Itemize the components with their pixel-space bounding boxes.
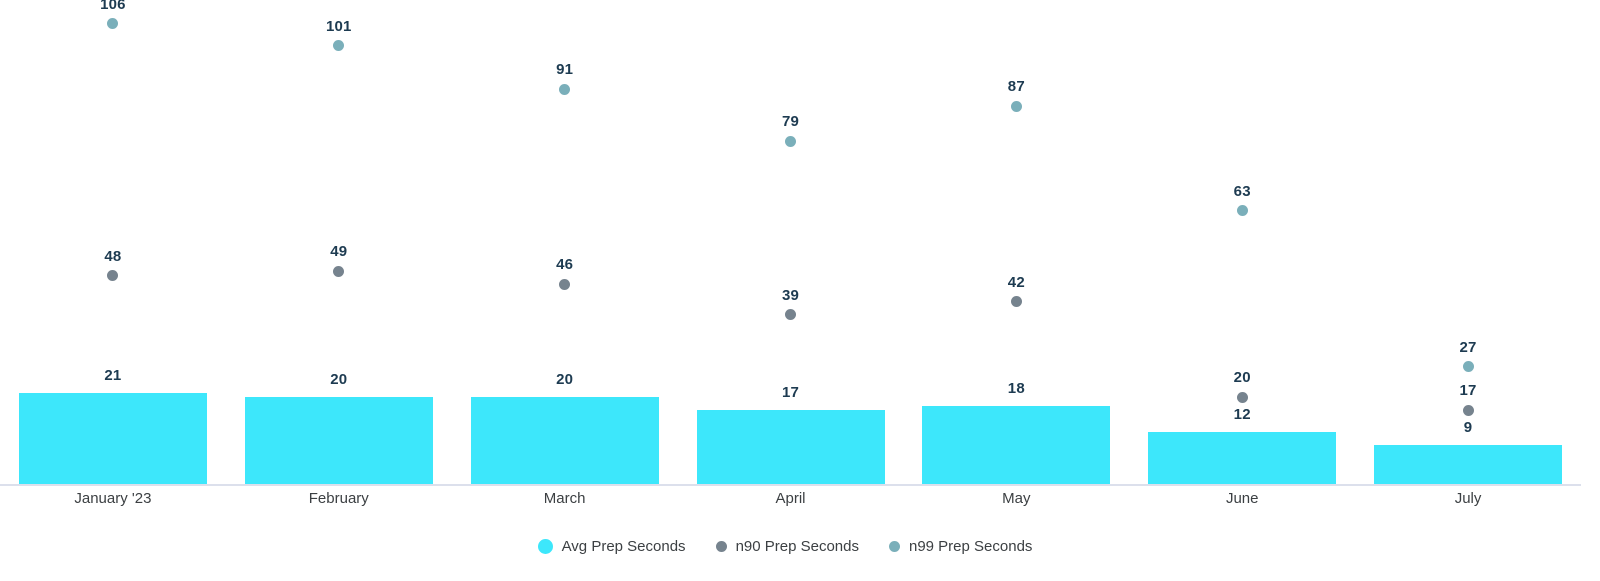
point-value-label-n90-march: 46 xyxy=(556,256,574,274)
point-value-label-n99-february: 101 xyxy=(325,17,352,35)
point-n90-february[interactable] xyxy=(333,265,345,277)
point-n90-march[interactable] xyxy=(559,278,571,290)
legend-item-avg-prep-seconds[interactable]: Avg Prep Seconds xyxy=(537,537,686,555)
bar-value-label-february: 20 xyxy=(330,371,348,389)
x-axis-label-may: May xyxy=(1002,490,1031,507)
x-axis-label-march: March xyxy=(543,490,586,507)
point-n90-may[interactable] xyxy=(1010,296,1022,308)
point-n90-june[interactable] xyxy=(1236,391,1248,403)
legend-marker-avg-circle xyxy=(537,538,553,554)
bar-value-label-january-23: 21 xyxy=(104,366,122,384)
x-axis-label-june: June xyxy=(1225,490,1259,507)
point-value-label-n99-june: 63 xyxy=(1233,182,1251,200)
plot-area: 21 48 106 January '23 20 49 101 February 20 46 91 M… xyxy=(18,0,1563,507)
point-value-label-n90-april: 39 xyxy=(781,286,800,304)
point-value-label-n90-january-23: 48 xyxy=(104,247,122,265)
bar-value-label-june: 12 xyxy=(1233,405,1251,423)
point-value-label-n90-february: 49 xyxy=(330,243,348,261)
legend-marker-n90-dot xyxy=(715,540,727,552)
point-n99-january-23[interactable] xyxy=(107,18,119,30)
point-value-label-n90-may: 42 xyxy=(1007,273,1025,291)
point-n99-may[interactable] xyxy=(1010,100,1022,112)
point-n90-july[interactable] xyxy=(1462,404,1474,416)
point-n99-june[interactable] xyxy=(1236,205,1248,217)
bar-value-label-april: 17 xyxy=(781,384,800,402)
point-value-label-n99-january-23: 106 xyxy=(100,0,126,13)
legend-item-n90-prep-seconds[interactable]: n90 Prep Seconds xyxy=(715,537,859,555)
bar-avg-march[interactable] xyxy=(470,397,659,484)
legend-marker-n99-dot xyxy=(888,540,900,552)
point-n90-january-23[interactable] xyxy=(107,270,119,282)
point-n99-march[interactable] xyxy=(559,83,571,95)
point-value-label-n99-march: 91 xyxy=(556,61,574,79)
x-axis-label-february: February xyxy=(308,490,369,507)
bar-avg-may[interactable] xyxy=(922,405,1111,484)
bar-value-label-march: 20 xyxy=(556,371,574,389)
x-axis-label-july: July xyxy=(1454,490,1482,507)
legend-item-n99-prep-seconds[interactable]: n99 Prep Seconds xyxy=(888,537,1033,555)
bar-avg-february[interactable] xyxy=(244,397,433,484)
point-n90-april[interactable] xyxy=(785,309,796,321)
legend-label-n99: n99 Prep Seconds xyxy=(908,537,1033,555)
bar-avg-june[interactable] xyxy=(1148,431,1337,484)
chart-legend: Avg Prep Seconds n90 Prep Seconds n99 Pr… xyxy=(0,535,1570,557)
bar-value-label-may: 18 xyxy=(1007,379,1025,397)
point-value-label-n99-july: 27 xyxy=(1459,338,1477,356)
legend-label-n90: n90 Prep Seconds xyxy=(735,537,859,555)
point-value-label-n90-july: 17 xyxy=(1459,382,1477,400)
x-axis-line xyxy=(0,484,1581,486)
point-n99-february[interactable] xyxy=(333,40,345,52)
bar-value-label-july: 9 xyxy=(1463,418,1473,436)
bar-avg-july[interactable] xyxy=(1374,444,1563,484)
bar-avg-april[interactable] xyxy=(696,410,885,484)
bar-avg-january-23[interactable] xyxy=(18,392,207,484)
x-axis-label-january-23: January '23 xyxy=(74,490,152,507)
point-value-label-n90-june: 20 xyxy=(1233,369,1251,387)
legend-label-avg: Avg Prep Seconds xyxy=(561,537,686,555)
point-n99-april[interactable] xyxy=(785,135,796,147)
point-value-label-n99-april: 79 xyxy=(781,113,800,131)
x-axis-label-april: April xyxy=(775,490,806,507)
point-value-label-n99-may: 87 xyxy=(1007,78,1025,96)
point-n99-july[interactable] xyxy=(1462,361,1474,373)
